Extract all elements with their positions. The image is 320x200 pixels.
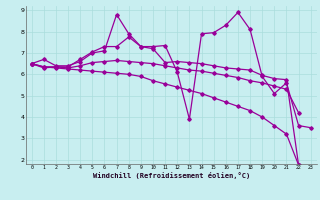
X-axis label: Windchill (Refroidissement éolien,°C): Windchill (Refroidissement éolien,°C)	[92, 172, 250, 179]
